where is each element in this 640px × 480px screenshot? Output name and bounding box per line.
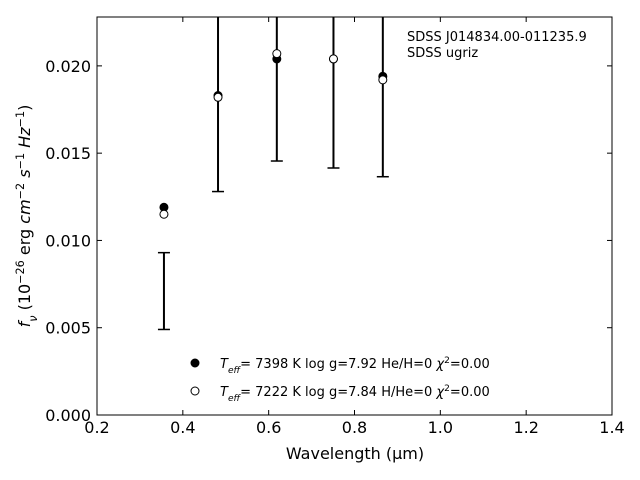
text-part: = 7398 K log g=7.92 He/H=0 xyxy=(240,357,436,372)
text-part: =0.00 xyxy=(450,385,490,400)
text-part: 2 xyxy=(444,356,450,366)
text-part: χ xyxy=(435,385,445,400)
text-part: s xyxy=(15,169,34,177)
text-part: −1 xyxy=(14,153,27,170)
data-point xyxy=(272,49,282,59)
plot-frame xyxy=(96,16,613,416)
annotation: SDSS ugriz xyxy=(407,46,478,61)
x-tick-label: 1.0 xyxy=(428,418,453,437)
text-part: =0.00 xyxy=(450,357,490,372)
text-part: −1 xyxy=(14,111,27,128)
y-tick-label: 0.015 xyxy=(45,144,91,163)
x-tick-label: 1.4 xyxy=(599,418,624,437)
x-tick-label: 1.2 xyxy=(513,418,538,437)
text-part: f xyxy=(15,319,34,327)
data-point xyxy=(159,209,169,219)
x-tick-label: 0.4 xyxy=(170,418,195,437)
data-point xyxy=(213,92,223,102)
y-tick-label: 0.020 xyxy=(45,57,91,76)
legend-label: Teff= 7398 K log g=7.92 He/H=0 χ2=0.00 xyxy=(220,356,490,376)
text-part: T xyxy=(220,385,229,400)
legend-marker xyxy=(190,358,200,368)
text-part: −2 xyxy=(14,183,27,200)
x-tick-label: 0.6 xyxy=(256,418,281,437)
text-part: ν xyxy=(27,316,40,322)
text-part: eff xyxy=(228,366,242,376)
legend-label: Teff= 7222 K log g=7.84 H/He=0 χ2=0.00 xyxy=(220,384,490,404)
legend-marker xyxy=(190,386,200,396)
y-axis-label: fν (10−26 erg cm−2 s−1 Hz−1) xyxy=(14,105,40,328)
text-part: eff xyxy=(228,394,242,404)
text-part: χ xyxy=(435,357,445,372)
text-part: T xyxy=(220,357,229,372)
y-tick-label: 0.000 xyxy=(45,406,91,425)
text-part: −26 xyxy=(14,260,27,284)
text-part: erg xyxy=(15,224,34,260)
text-part: = 7222 K log g=7.84 H/He=0 xyxy=(240,385,436,400)
text-part: cm xyxy=(15,199,34,223)
text-part: ) xyxy=(15,105,34,111)
text-part: Hz xyxy=(15,127,34,148)
x-tick-label: 0.8 xyxy=(342,418,367,437)
text-part: (10 xyxy=(15,284,34,316)
x-tick-label: 0.2 xyxy=(84,418,109,437)
y-tick-label: 0.005 xyxy=(45,319,91,338)
data-point xyxy=(328,54,338,64)
x-axis-label: Wavelength (μm) xyxy=(286,444,424,463)
text-part: 2 xyxy=(444,384,450,394)
annotation: SDSS J014834.00-011235.9 xyxy=(407,30,587,45)
y-tick-label: 0.010 xyxy=(45,231,91,250)
data-point xyxy=(378,75,388,85)
